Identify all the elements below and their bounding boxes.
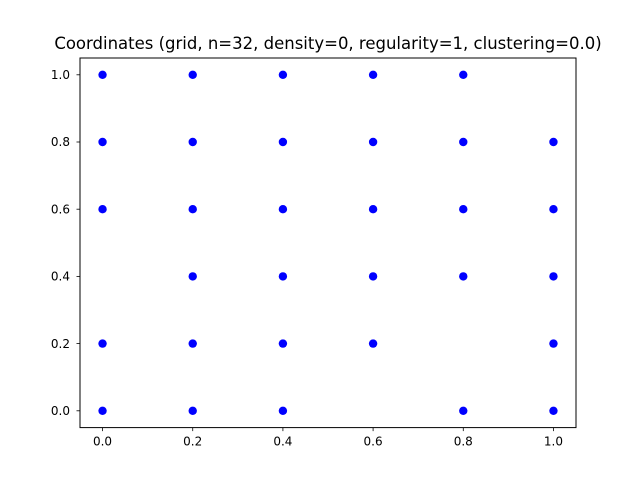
data-point bbox=[98, 70, 107, 80]
y-axis: 0.0 0.2 0.4 0.6 0.8 1.0 bbox=[51, 68, 80, 418]
data-point bbox=[459, 205, 468, 214]
x-tick-label: 0.6 bbox=[364, 435, 383, 449]
data-point bbox=[459, 272, 468, 281]
data-point bbox=[368, 137, 378, 147]
y-tick-label: 0.8 bbox=[51, 135, 70, 149]
data-point bbox=[459, 137, 468, 147]
data-point bbox=[278, 406, 288, 415]
data-point bbox=[98, 406, 107, 415]
x-tick-label: 0.8 bbox=[454, 435, 473, 449]
data-point bbox=[459, 406, 468, 415]
data-point bbox=[549, 272, 558, 281]
data-point bbox=[368, 70, 378, 80]
data-point bbox=[278, 272, 288, 281]
x-tick-label: 0.4 bbox=[273, 435, 292, 449]
data-point bbox=[278, 137, 288, 147]
data-point bbox=[549, 137, 558, 147]
plot-area-frame bbox=[79, 57, 577, 429]
data-point bbox=[549, 406, 558, 415]
data-point bbox=[278, 70, 288, 80]
data-point bbox=[368, 272, 378, 281]
y-tick-label: 1.0 bbox=[51, 68, 70, 82]
data-point bbox=[459, 70, 468, 80]
chart-title: Coordinates (grid, n=32, density=0, regu… bbox=[54, 34, 601, 53]
y-tick-label: 0.2 bbox=[51, 337, 70, 351]
data-point bbox=[368, 339, 378, 348]
data-point bbox=[188, 205, 197, 214]
data-point bbox=[188, 272, 197, 281]
data-point bbox=[188, 70, 197, 80]
x-tick-label: 0.0 bbox=[93, 435, 112, 449]
data-point bbox=[368, 205, 378, 214]
x-axis: 0.0 0.2 0.4 0.6 0.8 1.0 bbox=[93, 427, 563, 449]
data-point bbox=[98, 205, 107, 214]
data-point bbox=[188, 137, 197, 147]
x-tick-label: 0.2 bbox=[183, 435, 202, 449]
data-point bbox=[98, 137, 107, 147]
points-layer bbox=[98, 70, 558, 415]
data-point bbox=[278, 205, 288, 214]
data-point bbox=[188, 406, 197, 415]
data-point bbox=[278, 339, 288, 348]
y-tick-label: 0.0 bbox=[51, 404, 70, 418]
data-point bbox=[98, 339, 107, 348]
x-tick-label: 1.0 bbox=[544, 435, 563, 449]
data-point bbox=[549, 339, 558, 348]
data-point bbox=[188, 339, 197, 348]
y-tick-label: 0.4 bbox=[51, 270, 70, 284]
y-tick-label: 0.6 bbox=[51, 202, 70, 216]
data-point bbox=[549, 205, 558, 214]
